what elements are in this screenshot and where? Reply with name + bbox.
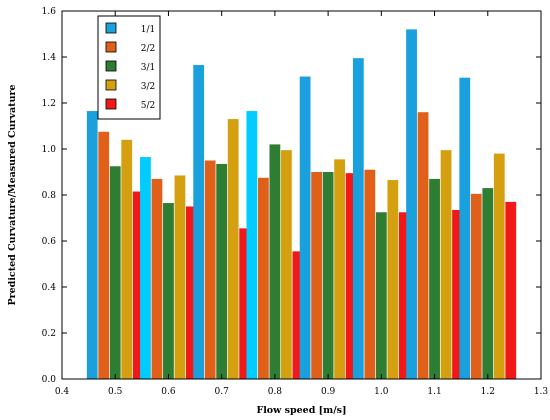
bar-1-1-0.9 xyxy=(299,76,311,380)
y-tick-label: 1.6 xyxy=(42,7,57,17)
x-tick-label: 1.3 xyxy=(534,387,549,397)
x-tick-label: 0.4 xyxy=(55,387,70,397)
x-tick-label: 1.1 xyxy=(427,387,441,397)
legend-label-3-2: 3/2 xyxy=(141,82,155,92)
bar-1-1-0.7 xyxy=(193,65,205,380)
x-tick-label: 1.0 xyxy=(374,387,389,397)
y-axis-title: Predicted Curvature/Measured Curvature xyxy=(7,84,18,305)
bar-5-2-1.2 xyxy=(505,201,517,379)
x-axis-title: Flow speed [m/s] xyxy=(256,405,346,416)
bar-2-2-0.6 xyxy=(151,178,163,379)
bar-2-2-0.8 xyxy=(257,177,269,379)
y-tick-label: 0.0 xyxy=(42,375,57,385)
bar-3-1-0.7 xyxy=(216,163,228,379)
bar-2-2-1.1 xyxy=(417,112,429,379)
bar-5-2-1 xyxy=(398,212,410,379)
legend-swatch-2-2 xyxy=(105,41,117,53)
bar-3-2-1 xyxy=(387,180,399,379)
bar-5-2-0.8 xyxy=(292,251,304,379)
x-tick-label: 1.2 xyxy=(481,387,495,397)
bar-3-1-1.1 xyxy=(429,178,440,379)
y-tick-label: 0.2 xyxy=(42,329,56,339)
bar-3-1-0.5 xyxy=(109,166,121,379)
legend-swatch-3-2 xyxy=(105,79,117,91)
bar-5-2-0.9 xyxy=(345,173,357,379)
legend-swatch-1-1 xyxy=(105,22,117,34)
x-tick-label: 0.7 xyxy=(215,387,230,397)
bars-layer xyxy=(86,29,517,380)
bar-2-2-0.5 xyxy=(98,131,110,379)
legend: 1/1 2/2 3/1 3/2 5/2 xyxy=(97,15,161,120)
bar-3-1-0.6 xyxy=(163,203,174,379)
y-tick-label: 0.6 xyxy=(42,237,57,247)
y-tick-label: 0.4 xyxy=(42,283,57,293)
bar-1-1-1.2 xyxy=(459,77,471,379)
bar-2-2-1 xyxy=(364,169,376,379)
bar-1-1-0.6 xyxy=(140,157,151,379)
bar-2-2-1.2 xyxy=(470,193,482,379)
legend-label-3-1: 3/1 xyxy=(141,63,155,73)
bar-3-1-1.2 xyxy=(482,188,494,379)
bar-3-1-1 xyxy=(375,212,387,379)
legend-swatch-5-2 xyxy=(105,98,117,110)
axis-ticks: 0.4 0.5 0.6 0.7 0.8 0.9 1.0 1.1 1.2 1.3 0.0 0.2 0.4 0… xyxy=(42,7,549,397)
x-tick-label: 0.9 xyxy=(321,387,336,397)
bar-5-2-0.5 xyxy=(132,191,144,379)
x-tick-label: 0.5 xyxy=(108,387,123,397)
bar-3-2-0.9 xyxy=(334,159,346,379)
bar-3-2-0.7 xyxy=(227,119,239,379)
y-tick-label: 1.4 xyxy=(42,53,57,63)
bar-1-1-1 xyxy=(352,58,364,380)
y-tick-label: 0.8 xyxy=(42,191,57,201)
bar-3-2-0.6 xyxy=(174,175,186,379)
bar-5-2-0.7 xyxy=(239,228,251,379)
bar-2-2-0.9 xyxy=(311,172,323,379)
bar-1-1-0.5 xyxy=(86,111,98,380)
bar-3-1-0.8 xyxy=(269,144,281,379)
bar-1-1-1.1 xyxy=(406,29,417,380)
legend-label-5-2: 5/2 xyxy=(141,101,155,111)
y-tick-label: 1.2 xyxy=(42,99,56,109)
bar-3-2-0.8 xyxy=(280,150,292,379)
bar-5-2-0.6 xyxy=(186,206,197,379)
bar-3-2-0.5 xyxy=(121,139,133,379)
bar-3-2-1.2 xyxy=(493,153,505,379)
legend-swatch-3-1 xyxy=(105,60,117,72)
bar-3-2-1.1 xyxy=(440,150,452,379)
bar-5-2-1.1 xyxy=(452,209,463,379)
legend-label-2-2: 2/2 xyxy=(141,44,155,54)
bar-1-1-0.8 xyxy=(246,111,258,380)
y-tick-label: 1.0 xyxy=(42,145,57,155)
bar-3-1-0.9 xyxy=(322,172,334,379)
bar-2-2-0.7 xyxy=(204,160,216,379)
legend-label-1-1: 1/1 xyxy=(141,25,155,35)
x-tick-label: 0.8 xyxy=(268,387,283,397)
x-tick-label: 0.6 xyxy=(161,387,176,397)
